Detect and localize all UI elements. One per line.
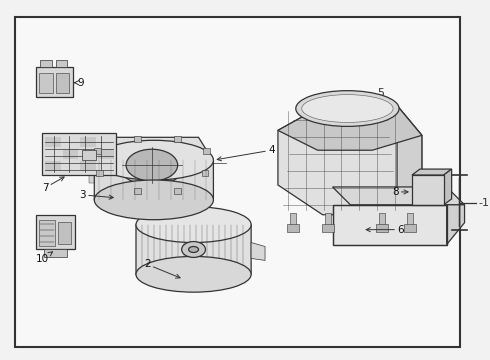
Polygon shape	[111, 145, 193, 187]
Text: 7: 7	[42, 177, 64, 193]
Text: 10: 10	[36, 252, 52, 264]
Bar	[82, 150, 96, 160]
Bar	[40, 60, 51, 67]
Text: 5: 5	[377, 87, 384, 98]
Ellipse shape	[136, 207, 251, 243]
Bar	[287, 224, 299, 231]
Bar	[45, 137, 61, 147]
Ellipse shape	[189, 247, 198, 252]
Ellipse shape	[118, 145, 186, 185]
Bar	[98, 149, 114, 159]
Bar	[89, 137, 98, 147]
Bar	[45, 161, 61, 171]
Bar	[36, 215, 75, 249]
Polygon shape	[95, 137, 208, 193]
Polygon shape	[278, 105, 422, 215]
Bar	[63, 149, 78, 159]
Text: 2: 2	[144, 259, 180, 278]
Bar	[174, 136, 181, 142]
Bar	[379, 213, 385, 225]
Polygon shape	[397, 105, 422, 215]
Bar	[96, 170, 103, 176]
Polygon shape	[333, 187, 465, 205]
Bar	[80, 137, 96, 147]
Text: 9: 9	[74, 78, 84, 88]
Bar	[94, 148, 101, 154]
Bar	[290, 213, 296, 225]
Text: -1: -1	[478, 198, 490, 208]
Polygon shape	[444, 169, 452, 205]
Bar	[39, 73, 52, 93]
Bar	[203, 148, 210, 154]
Bar	[134, 136, 141, 142]
Polygon shape	[136, 225, 251, 286]
Bar	[80, 161, 96, 171]
Text: 4: 4	[217, 145, 274, 161]
Bar	[324, 213, 331, 225]
Polygon shape	[412, 169, 452, 175]
Bar	[134, 188, 141, 194]
Polygon shape	[94, 160, 214, 210]
Bar	[407, 213, 413, 225]
Text: 3: 3	[79, 190, 113, 200]
Ellipse shape	[94, 140, 214, 180]
Bar	[412, 175, 444, 205]
Ellipse shape	[302, 95, 393, 122]
Bar	[36, 67, 74, 96]
Text: 6: 6	[366, 225, 404, 235]
Bar	[201, 170, 208, 176]
Bar	[57, 222, 72, 243]
Polygon shape	[278, 105, 422, 150]
Bar	[321, 224, 334, 231]
Bar	[55, 60, 68, 67]
Bar	[404, 224, 416, 231]
Ellipse shape	[126, 149, 178, 181]
Bar	[89, 173, 98, 183]
Bar	[89, 149, 98, 159]
Bar	[42, 133, 116, 175]
Bar	[44, 249, 68, 257]
Text: 8: 8	[392, 187, 408, 197]
Ellipse shape	[136, 256, 251, 292]
Bar	[376, 224, 388, 231]
Bar	[174, 188, 181, 194]
Polygon shape	[251, 243, 265, 260]
Ellipse shape	[296, 91, 399, 126]
Polygon shape	[333, 205, 447, 244]
Ellipse shape	[94, 180, 214, 220]
Bar	[39, 220, 54, 246]
Bar	[89, 161, 98, 171]
Bar	[333, 205, 447, 244]
Bar	[55, 73, 70, 93]
Ellipse shape	[182, 242, 205, 257]
Polygon shape	[447, 205, 465, 244]
